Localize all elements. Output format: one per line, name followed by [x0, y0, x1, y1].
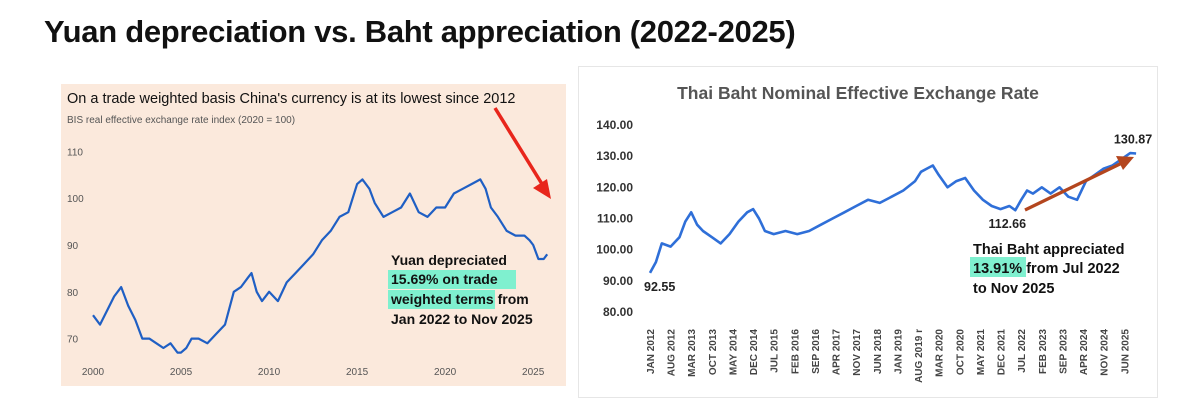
baht-x-tick-label: MAY 2021: [976, 329, 987, 376]
baht-x-tick-label: JUL 2015: [770, 329, 781, 373]
baht-data-label: 112.66: [989, 217, 1027, 231]
baht-x-tick-label: APR 2017: [832, 329, 843, 376]
baht-trend-arrow: [1024, 161, 1123, 212]
baht-annotation-line-3: to Nov 2025: [973, 281, 1054, 297]
baht-y-tick-label: 110.00: [597, 212, 633, 226]
baht-chart-panel: Thai Baht Nominal Effective Exchange Rat…: [578, 66, 1158, 398]
yuan-chart-subtitle: BIS real effective exchange rate index (…: [67, 115, 295, 126]
baht-annotation-line-2b: from Jul 2022: [1022, 261, 1120, 277]
baht-annotation-highlight: [970, 257, 1026, 277]
baht-x-tick-label: DEC 2021: [997, 329, 1008, 376]
yuan-x-tick-label: 2015: [346, 367, 369, 378]
yuan-trend-arrow: [493, 107, 544, 185]
baht-y-tick-label: 120.00: [596, 180, 633, 194]
yuan-y-tick-label: 100: [67, 194, 84, 205]
page-title: Yuan depreciation vs. Baht appreciation …: [44, 14, 796, 49]
baht-data-label: 92.55: [644, 280, 675, 294]
yuan-annotation-highlight-1: [388, 270, 516, 289]
baht-x-tick-label: JAN 2019: [893, 329, 904, 374]
baht-x-tick-label: MAR 2013: [687, 329, 698, 377]
baht-x-tick-label: SEP 2016: [811, 329, 822, 374]
yuan-chart-panel: On a trade weighted basis China's curren…: [61, 84, 566, 386]
yuan-x-tick-label: 2025: [522, 367, 545, 378]
baht-neer-chart: Thai Baht Nominal Effective Exchange Rat…: [596, 83, 1152, 383]
yuan-chart-title: On a trade weighted basis China's curren…: [67, 91, 515, 107]
baht-x-tick-label: NOV 2024: [1100, 329, 1111, 376]
baht-data-label: 130.87: [1114, 132, 1152, 146]
yuan-annotation-line-4: Jan 2022 to Nov 2025: [391, 311, 533, 327]
baht-x-tick-label: JUL 2022: [1017, 329, 1028, 373]
baht-annotation: Thai Baht appreciated 13.91% from Jul 20…: [970, 242, 1124, 297]
baht-x-tick-label: OCT 2013: [708, 329, 719, 376]
baht-trend-arrowhead: [1116, 156, 1134, 170]
baht-data-labels: 92.55 112.66 130.87: [644, 132, 1152, 293]
baht-x-tick-label: AUG 2019 r: [914, 329, 925, 383]
baht-neer-series-line: [648, 151, 1137, 274]
baht-y-tick-label: 100.00: [596, 243, 633, 257]
yuan-annotation-line-1: Yuan depreciated: [391, 252, 507, 268]
baht-y-tick-label: 90.00: [603, 274, 633, 288]
baht-x-tick-label: DEC 2014: [749, 329, 760, 376]
baht-x-axis: JAN 2012 AUG 2012 MAR 2013 OCT 2013 MAY 2014…: [646, 329, 1131, 383]
baht-x-tick-label: JAN 2012: [646, 329, 657, 374]
yuan-x-tick-label: 2005: [170, 367, 193, 378]
yuan-annotation-line-3a: weighted terms: [390, 291, 494, 307]
yuan-annotation-highlight-2: [388, 290, 495, 309]
baht-annotation-line-1: Thai Baht appreciated: [973, 242, 1124, 258]
yuan-y-tick-label: 90: [67, 241, 79, 252]
baht-x-tick-label: OCT 2020: [955, 329, 966, 376]
yuan-annotation: Yuan depreciated 15.69% on trade weighte…: [388, 252, 533, 327]
yuan-y-tick-label: 80: [67, 288, 79, 299]
baht-y-tick-label: 80.00: [603, 305, 633, 319]
yuan-x-axis: 2000 2005 2010 2015 2020 2025: [82, 367, 545, 378]
baht-x-tick-label: JUN 2018: [873, 329, 884, 374]
baht-y-tick-label: 130.00: [596, 149, 633, 163]
yuan-x-tick-label: 2000: [82, 367, 105, 378]
yuan-annotation-line-3: weighted terms from: [390, 291, 529, 307]
yuan-y-axis: 70 80 90 100 110: [67, 147, 84, 345]
yuan-annotation-line-2: 15.69% on trade: [391, 271, 498, 287]
baht-annotation-line-2a: 13.91%: [973, 261, 1022, 277]
baht-x-tick-label: MAR 2020: [935, 329, 946, 377]
baht-x-tick-label: FEB 2023: [1038, 329, 1049, 374]
baht-x-tick-label: SEP 2023: [1058, 329, 1069, 374]
yuan-x-tick-label: 2020: [434, 367, 457, 378]
baht-x-tick-label: NOV 2017: [852, 329, 863, 376]
baht-chart-title: Thai Baht Nominal Effective Exchange Rat…: [677, 83, 1039, 103]
yuan-y-tick-label: 70: [67, 335, 79, 346]
baht-y-tick-label: 140.00: [596, 118, 633, 132]
baht-x-tick-label: APR 2024: [1079, 329, 1090, 376]
baht-x-tick-label: FEB 2016: [790, 329, 801, 374]
baht-x-tick-label: AUG 2012: [667, 329, 678, 377]
baht-annotation-line-2: 13.91% from Jul 2022: [973, 261, 1120, 277]
yuan-x-tick-label: 2010: [258, 367, 281, 378]
yuan-reer-chart: On a trade weighted basis China's curren…: [67, 91, 551, 378]
baht-y-axis: 80.00 90.00 100.00 110.00 120.00 130.00 140.00: [596, 118, 633, 319]
baht-x-tick-label: JUN 2025: [1120, 329, 1131, 374]
yuan-reer-series-line: [92, 178, 549, 354]
baht-x-tick-label: MAY 2014: [728, 329, 739, 376]
yuan-y-tick-label: 110: [67, 147, 83, 158]
yuan-trend-arrowhead: [533, 179, 551, 199]
yuan-annotation-line-3b: from: [494, 291, 529, 307]
